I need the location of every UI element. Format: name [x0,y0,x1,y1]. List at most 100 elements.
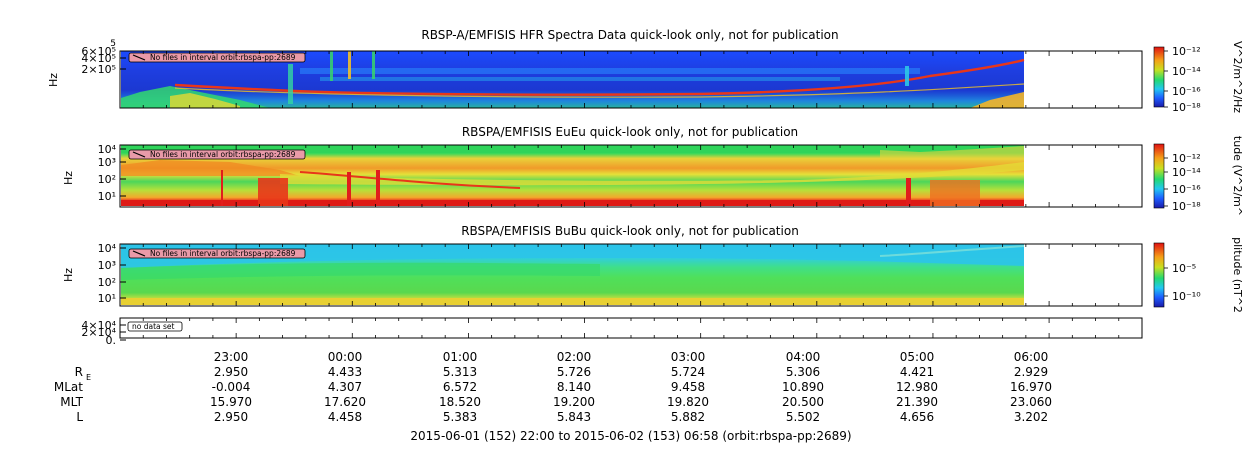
panel1-mid-band [320,77,840,81]
panel1-upper-band [300,68,920,74]
ephemeris-value: 23.060 [1010,395,1052,409]
panel4-notice-box [127,321,183,332]
panel1-ytick-label: 4×10⁵ [81,52,116,65]
panel1-ylabel: Hz [47,73,60,87]
panel1-early-burst-hot [170,93,240,108]
panel1-ytick-label: 2×10⁵ [81,63,116,76]
panel1-colorbar [1153,46,1165,108]
ephemeris-value: 2.950 [214,365,248,379]
panel1-notice-icon [132,54,146,61]
time-range-footer: 2015-06-01 (152) 22:00 to 2015-06-02 (15… [410,429,851,443]
panel1-orange-line [174,83,1025,98]
panel3-yellow-floor [121,298,1024,305]
panel1-notice: No files in interval orbit:rbspa-pp:2689 [150,53,296,62]
time-label: 06:00 [1014,350,1049,364]
panel2-ytick-label: 10² [98,173,116,186]
ephemeris-value: 5.306 [786,365,820,379]
panel4-ytick-label: 0. [106,334,117,347]
ephemeris-value: 4.458 [328,410,362,424]
panel2-spikes [221,170,980,206]
panel1-title: RBSP-A/EMFISIS HFR Spectra Data quick-lo… [421,28,838,42]
ephemeris-row-sublabel: E [86,373,91,382]
panel3-colorbar [1153,242,1165,308]
ephemeris-value: 6.572 [443,380,477,394]
ephemeris-value: 19.200 [553,395,595,409]
panel2-upper-green [121,145,1024,153]
panel2-ytick-label: 10³ [98,156,116,169]
panel2-notice-icon [132,151,146,158]
ephemeris-value: 4.307 [328,380,362,394]
panel4-ytick-label: 2×10⁴ [81,326,116,339]
ephemeris-value: 5.843 [557,410,591,424]
panel1-colorbar-label: V^2/m^2/Hz [1231,41,1244,113]
panel1-spike-c [348,51,351,79]
y-tick-labels: 6×10⁵4×10⁵2×10⁵10⁴10³10²10¹10⁴10³10²10¹4… [81,39,126,347]
ephemeris-value: 2.950 [214,410,248,424]
panel1-colorbar-tick-label: 10⁻¹⁶ [1172,85,1201,98]
ephemeris-row-label: R [75,365,83,379]
panel2-title: RBSPA/EMFISIS EuEu quick-look only, not … [462,125,798,139]
ephemeris-value: 15.970 [210,395,252,409]
time-label: 05:00 [900,350,935,364]
panel2-colorbar-tick-label: 10⁻¹⁴ [1172,166,1201,179]
panel3-notice-icon [132,250,146,257]
panel2-early-orange [121,160,300,176]
ephemeris-value: 3.202 [1014,410,1048,424]
ephemeris-row-label: MLT [60,395,83,409]
panel3-ytick-label: 10¹ [98,292,116,305]
time-label: 00:00 [328,350,363,364]
ephemeris-value: 16.970 [1010,380,1052,394]
ephemeris-value: 21.390 [896,395,938,409]
panel2-late-warm [880,146,1024,160]
panel1-colorbar-tick-label: 10⁻¹⁸ [1172,101,1201,114]
panel3-spectrogram: No files in interval orbit:rbspa-pp:2689 [119,243,1143,307]
panel2-mid-yellow [280,162,1024,186]
panel2-spectrogram: No files in interval orbit:rbspa-pp:2689 [119,144,1143,208]
ephemeris-value: 8.140 [557,380,591,394]
panel1-spike-a [288,64,293,104]
panel2-ylabel: Hz [62,171,75,185]
ephemeris-value: 19.820 [667,395,709,409]
panel3-notice-box [128,248,306,259]
ephemeris-value: 4.656 [900,410,934,424]
panel1-spectrogram: No files in interval orbit:rbspa-pp:2689 [119,50,1143,109]
panel3-green-band [121,262,600,280]
ephemeris-value: 10.890 [782,380,824,394]
ephemeris-row-label: MLat [54,380,83,394]
ephemeris-value: 20.500 [782,395,824,409]
panel4-ytick-label: 4×10⁴ [81,319,116,332]
ephemeris-table: 23:00 00:00 01:00 02:00 03:00 04:00 05:00 06:00… [54,350,1052,424]
x-ticks [142,51,1120,338]
panel1-colorbar-tick-label: 10⁻¹⁴ [1172,65,1201,78]
panel2-ytick-label: 10¹ [98,190,116,203]
panel3-colorbar-tick-label: 10⁻¹⁰ [1172,290,1201,303]
panel2-colorbar-tick-label: 10⁻¹⁸ [1172,200,1201,213]
panel2-colorbar-tick-label: 10⁻¹² [1172,152,1201,165]
panel1-red-line [174,58,1025,96]
ephemeris-value: 12.980 [896,380,938,394]
ephemeris-value: 5.313 [443,365,477,379]
ephemeris-value: 5.383 [443,410,477,424]
ephemeris-value: 18.520 [439,395,481,409]
panel3-ylabel: Hz [62,268,75,282]
panel1-late-warm [970,92,1024,108]
ephemeris-value: 9.458 [671,380,705,394]
time-label: 23:00 [214,350,249,364]
panel3-ytick-label: 10³ [98,259,116,272]
panel2-notice-box [128,149,306,160]
panel1-colorbar-tick-label: 10⁻¹² [1172,45,1201,58]
ephemeris-value: 17.620 [324,395,366,409]
panel3-colorbar-tick-label: 10⁻⁵ [1172,262,1196,275]
colorbars: V^2/m^2/Hz tude (V^2/m^ plitude (nT^2 [1153,41,1244,313]
time-label: 04:00 [786,350,821,364]
panel3-title: RBSPA/EMFISIS BuBu quick-look only, not … [461,224,799,238]
panel2-colorbar-label: tude (V^2/m^ [1231,136,1244,216]
panel2-ytick-label: 10⁴ [98,143,117,156]
ephemeris-value: 5.724 [671,365,705,379]
panel1-spike-d [372,51,375,79]
panel1-ytick-label: 6×10⁵ [81,45,116,58]
ephemeris-value: 5.726 [557,365,591,379]
panel3-ytick-label: 10⁴ [98,242,117,255]
ephemeris-value: -0.004 [212,380,251,394]
